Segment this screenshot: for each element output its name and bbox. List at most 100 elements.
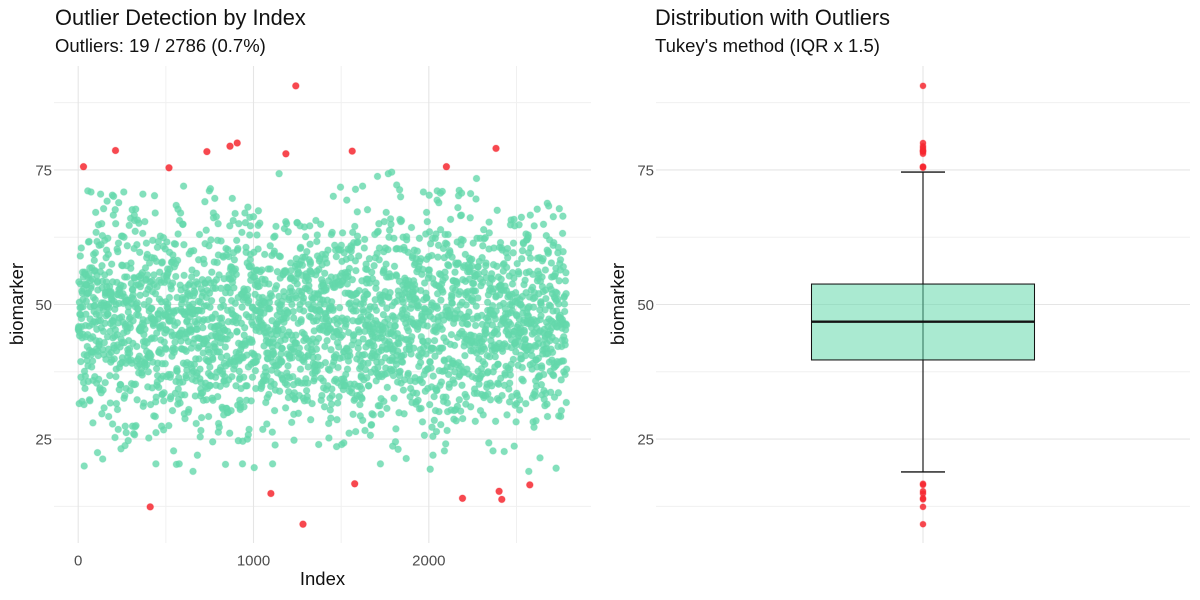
scatter-point <box>217 237 226 245</box>
boxplot-panel: 25 50 75 <box>637 66 1190 543</box>
scatter-y-axis-title: biomarker <box>5 262 27 346</box>
scatter-point <box>458 381 466 390</box>
scatter-point <box>112 372 120 381</box>
scatter-point <box>455 395 464 404</box>
scatter-point <box>457 211 466 220</box>
scatter-point <box>423 217 432 226</box>
scatter-point <box>119 188 128 196</box>
scatter-point <box>312 216 320 225</box>
outlier-point <box>350 479 359 488</box>
scatter-point <box>120 391 129 400</box>
scatter-point <box>557 376 566 384</box>
scatter-point <box>228 194 237 203</box>
scatter-point <box>395 339 403 348</box>
scatter-point <box>443 240 451 249</box>
scatter-point <box>451 268 459 277</box>
scatter-point <box>219 301 228 310</box>
scatter-point <box>441 273 450 282</box>
scatter-point <box>536 454 544 462</box>
scatter-point <box>320 402 329 411</box>
scatter-point <box>324 246 332 255</box>
scatter-point <box>190 288 199 297</box>
scatter-point <box>210 194 219 203</box>
outlier-point <box>492 144 500 153</box>
scatter-point <box>367 268 376 277</box>
x-tick-label: 2000 <box>412 553 445 570</box>
scatter-point <box>447 330 456 339</box>
scatter-point <box>247 397 256 405</box>
scatter-point <box>510 274 518 283</box>
scatter-point <box>195 355 203 363</box>
scatter-point <box>184 405 193 414</box>
scatter-point <box>159 426 168 434</box>
scatter-point <box>175 460 184 468</box>
scatter-point <box>513 259 522 268</box>
scatter-point <box>537 311 545 320</box>
scatter-point <box>232 236 241 245</box>
scatter-point <box>550 393 559 402</box>
boxplot-outliers-layer <box>919 82 927 528</box>
scatter-point <box>327 297 336 306</box>
scatter-point <box>454 203 462 212</box>
scatter-point <box>168 406 177 415</box>
outlier-point <box>299 520 307 529</box>
scatter-point <box>521 399 530 408</box>
scatter-point <box>491 315 500 323</box>
scatter-point <box>530 423 538 432</box>
scatter-point <box>283 380 291 389</box>
scatter-point <box>506 320 515 329</box>
scatter-point <box>396 367 405 376</box>
scatter-point <box>114 198 123 207</box>
scatter-point <box>431 352 439 361</box>
scatter-point <box>177 337 185 346</box>
scatter-point <box>346 351 354 360</box>
scatter-point <box>472 174 481 183</box>
scatter-point <box>234 219 243 228</box>
scatter-point <box>524 231 533 239</box>
scatter-point <box>124 436 133 445</box>
scatter-point <box>560 300 569 308</box>
scatter-point <box>276 252 285 261</box>
scatter-point <box>94 375 103 384</box>
scatter-point <box>386 288 395 297</box>
scatter-point <box>243 381 251 390</box>
scatter-point <box>322 283 331 292</box>
scatter-point <box>189 467 197 476</box>
scatter-point <box>537 380 546 389</box>
scatter-point <box>264 390 273 399</box>
y-tick-label: 25 <box>35 432 52 449</box>
scatter-point <box>316 220 325 229</box>
scatter-point <box>269 349 278 358</box>
scatter-point <box>402 236 411 244</box>
scatter-point <box>420 431 429 440</box>
scatter-point <box>518 246 527 255</box>
scatter-point <box>207 236 215 244</box>
scatter-point <box>354 252 363 260</box>
scatter-point <box>372 279 381 287</box>
scatter-point <box>373 172 382 181</box>
scatter-point <box>296 365 305 374</box>
scatter-point <box>515 395 524 404</box>
scatter-point <box>169 447 178 455</box>
scatter-point <box>196 433 205 441</box>
scatter-point <box>517 213 526 222</box>
scatter-point <box>90 256 99 265</box>
scatter-point <box>125 349 134 358</box>
scatter-point <box>361 365 370 374</box>
scatter-point <box>456 407 465 416</box>
scatter-point <box>338 229 347 237</box>
scatter-point <box>343 365 352 374</box>
scatter-point <box>298 261 307 270</box>
scatter-point <box>207 268 216 277</box>
scatter-point <box>363 373 371 382</box>
scatter-point <box>430 416 439 425</box>
scatter-point <box>77 314 86 323</box>
scatter-point <box>363 290 372 299</box>
scatter-point <box>426 465 435 474</box>
scatter-point <box>438 187 447 196</box>
scatter-point <box>369 411 378 419</box>
scatter-point <box>359 335 368 343</box>
scatter-point <box>131 227 140 236</box>
scatter-point <box>380 397 388 406</box>
